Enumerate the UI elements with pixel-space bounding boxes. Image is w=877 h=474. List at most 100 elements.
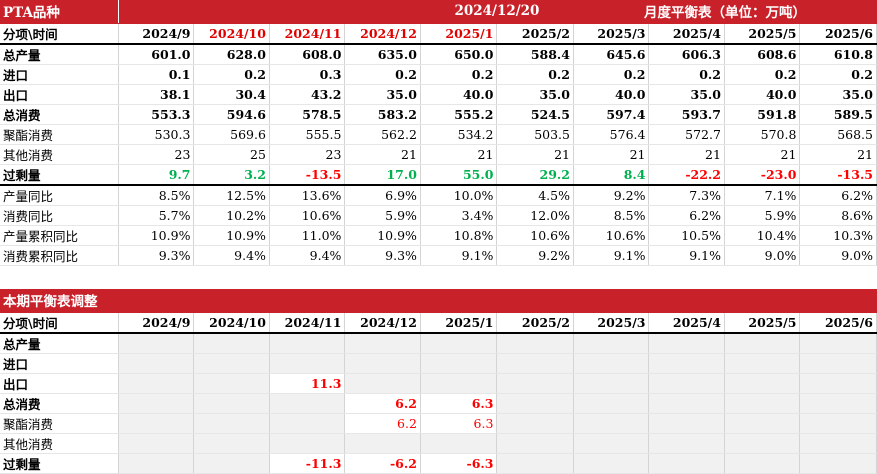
row-label: 总产量	[0, 43, 119, 65]
header-label: 分项\时间	[0, 312, 119, 334]
table-row: 过剩量 9.7 3.2 -13.5 17.0 55.0 29.2 8.4 -22.2 -23.0-…	[0, 164, 877, 186]
row-label: 消费累积同比	[0, 245, 119, 266]
cell-value: 35.0	[799, 84, 877, 105]
top-banner: PTA品种 2024/12/20 月度平衡表（单位：万吨）	[0, 0, 877, 24]
cell-value: 608.6	[724, 43, 801, 65]
adjust-title: 本期平衡表调整	[0, 289, 877, 313]
cell-value: 10.9%	[344, 225, 421, 246]
table-row: 总产量 601.0 628.0 608.0 635.0 650.0 588.4 645.6 60…	[0, 43, 877, 65]
row-label: 过剩量	[0, 164, 119, 186]
month-header: 2025/2	[496, 23, 574, 45]
cell-value: 555.2	[420, 104, 498, 125]
cell-value: 11.3	[269, 373, 346, 394]
month-header: 2025/1	[420, 23, 498, 45]
cell-value	[724, 373, 801, 394]
cell-value: 40.0	[420, 84, 498, 105]
cell-value: 5.7%	[118, 205, 195, 226]
cell-value: 608.0	[269, 43, 346, 65]
cell-value	[420, 353, 498, 374]
cell-value: 0.2	[496, 64, 574, 85]
cell-value: 10.0%	[420, 184, 498, 206]
cell-value: 597.4	[573, 104, 650, 125]
cell-value	[118, 353, 195, 374]
cell-value: 594.6	[193, 104, 270, 125]
cell-value	[496, 373, 574, 394]
cell-value: 9.0%	[724, 245, 801, 266]
cell-value: 0.2	[573, 64, 650, 85]
cell-value: 35.0	[496, 84, 574, 105]
row-label: 产量累积同比	[0, 225, 119, 246]
row-label: 出口	[0, 373, 119, 394]
cell-value: 38.1	[118, 84, 195, 105]
table-row: 其他消费	[0, 433, 877, 454]
table-row: 出口 38.1 30.4 43.2 35.0 40.0 35.0 40.0 35.0 40.0 35…	[0, 84, 877, 105]
cell-value: 570.8	[724, 124, 801, 145]
cell-value	[118, 332, 195, 354]
table-subtitle: 月度平衡表（单位：万吨）	[573, 0, 877, 24]
cell-value: 10.6%	[573, 225, 650, 246]
cell-value: 9.7	[118, 164, 195, 186]
cell-value: -6.3	[420, 453, 498, 474]
cell-value: 10.3%	[799, 225, 877, 246]
month-header: 2025/5	[724, 312, 801, 334]
cell-value: 9.4%	[269, 245, 346, 266]
cell-value	[420, 332, 498, 354]
cell-value: 588.4	[496, 43, 574, 65]
cell-value	[724, 433, 801, 454]
cell-value: 10.8%	[420, 225, 498, 246]
cell-value: 10.6%	[269, 205, 346, 226]
cell-value	[573, 453, 650, 474]
cell-value: 10.4%	[724, 225, 801, 246]
month-header: 2025/4	[648, 23, 725, 45]
cell-value: 9.1%	[420, 245, 498, 266]
cell-value	[496, 332, 574, 354]
cell-value: 8.4	[573, 164, 650, 186]
cell-value: 562.2	[344, 124, 421, 145]
table-row: 出口 11.3	[0, 373, 877, 394]
month-header: 2025/2	[496, 312, 574, 334]
cell-value: 21	[496, 144, 574, 165]
cell-value: 9.3%	[118, 245, 195, 266]
cell-value: 583.2	[344, 104, 421, 125]
adjust-header-row: 分项\时间 2024/9 2024/10 2024/11 2024/12 2025/1 20…	[0, 312, 877, 334]
month-header: 2025/1	[420, 312, 498, 334]
month-header: 2024/9	[118, 312, 195, 334]
cell-value: 0.2	[648, 64, 725, 85]
cell-value: 10.9%	[193, 225, 270, 246]
row-label: 进口	[0, 64, 119, 85]
cell-value: 530.3	[118, 124, 195, 145]
row-label: 总产量	[0, 332, 119, 354]
cell-value	[724, 393, 801, 414]
cell-value: 5.9%	[724, 205, 801, 226]
cell-value: 55.0	[420, 164, 498, 186]
cell-value: 0.2	[724, 64, 801, 85]
cell-value: 6.2	[344, 393, 421, 414]
cell-value	[799, 453, 877, 474]
cell-value: 9.4%	[193, 245, 270, 266]
cell-value	[118, 433, 195, 454]
cell-value	[648, 332, 725, 354]
cell-value	[573, 353, 650, 374]
cell-value	[269, 332, 346, 354]
cell-value: 13.6%	[269, 184, 346, 206]
cell-value: 0.3	[269, 64, 346, 85]
cell-value	[573, 433, 650, 454]
cell-value: 576.4	[573, 124, 650, 145]
cell-value	[420, 373, 498, 394]
row-label: 进口	[0, 353, 119, 374]
cell-value: 6.9%	[344, 184, 421, 206]
cell-value: 21	[648, 144, 725, 165]
cell-value: 6.3	[420, 393, 498, 414]
row-label: 其他消费	[0, 433, 119, 454]
cell-value: 9.2%	[573, 184, 650, 206]
cell-value: 23	[118, 144, 195, 165]
cell-value: 589.5	[799, 104, 877, 125]
cell-value: 568.5	[799, 124, 877, 145]
cell-value	[496, 453, 574, 474]
cell-value: 6.2	[344, 413, 421, 434]
cell-value	[573, 332, 650, 354]
cell-value: 40.0	[724, 84, 801, 105]
month-header: 2024/11	[269, 23, 346, 45]
cell-value	[269, 353, 346, 374]
